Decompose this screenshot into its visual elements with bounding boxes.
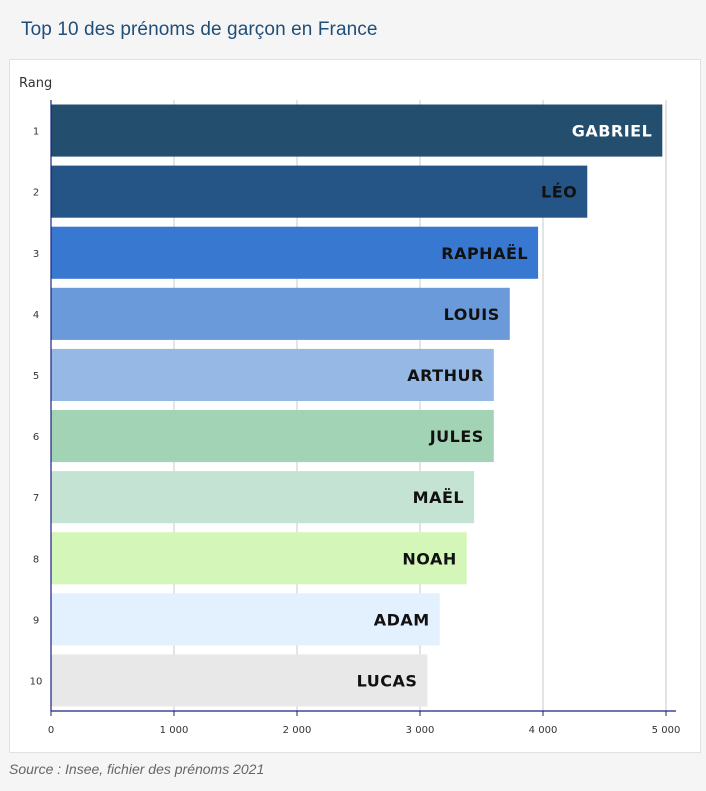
bar-2 (51, 165, 588, 218)
y-axis-label: Rang (19, 76, 52, 91)
x-tick-label-2: 2 000 (283, 725, 312, 736)
y-tick-label-2: 2 (33, 188, 39, 199)
y-tick-label-5: 5 (33, 371, 39, 382)
bar-label-4: LOUIS (444, 305, 500, 324)
bar-5 (51, 348, 494, 401)
y-tick-label-9: 9 (33, 615, 39, 626)
x-tick-label-1: 1 000 (160, 725, 189, 736)
bar-label-9: ADAM (374, 610, 430, 629)
x-tick-label-4: 4 000 (529, 725, 558, 736)
y-tick-label-4: 4 (33, 310, 39, 321)
bar-label-10: LUCAS (357, 671, 418, 690)
bar-label-1: GABRIEL (572, 122, 653, 141)
bar-3 (51, 226, 539, 279)
bar-label-5: ARTHUR (407, 366, 484, 385)
bar-7 (51, 471, 475, 524)
bar-6 (51, 410, 494, 463)
bar-8 (51, 532, 467, 585)
x-tick-label-5: 5 000 (652, 725, 681, 736)
bar-label-6: JULES (429, 427, 484, 446)
bar-10 (51, 654, 428, 707)
x-tick-label-3: 3 000 (406, 725, 435, 736)
y-tick-label-7: 7 (33, 493, 39, 504)
y-tick-label-1: 1 (33, 127, 39, 138)
chart-title: Top 10 des prénoms de garçon en France (21, 19, 378, 40)
axis-layer: 0 1 000 2 000 3 000 4 000 5 000 1 2 3 4 5 6 7 8 9 10 (30, 100, 681, 736)
bar-1 (51, 104, 663, 157)
source-note: Source : Insee, fichier des prénoms 2021 (9, 761, 265, 777)
bar-4 (51, 287, 510, 340)
bar-9 (51, 593, 440, 646)
y-tick-label-10: 10 (30, 676, 43, 687)
bar-chart: GABRIEL LÉO RAPHAËL LOUIS ARTHUR JULES MAËL NOA… (19, 76, 681, 736)
y-tick-label-6: 6 (33, 432, 39, 443)
chart-panel: GABRIEL LÉO RAPHAËL LOUIS ARTHUR JULES MAËL NOA… (9, 59, 701, 753)
bar-label-7: MAËL (413, 488, 464, 507)
bar-label-8: NOAH (402, 549, 456, 568)
x-tick-label-0: 0 (48, 725, 54, 736)
bar-label-2: LÉO (541, 183, 577, 202)
y-tick-label-8: 8 (33, 554, 39, 565)
y-tick-label-3: 3 (33, 249, 39, 260)
bar-layer: GABRIEL LÉO RAPHAËL LOUIS ARTHUR JULES MAËL NOA… (51, 104, 663, 707)
bar-label-3: RAPHAËL (441, 244, 528, 263)
